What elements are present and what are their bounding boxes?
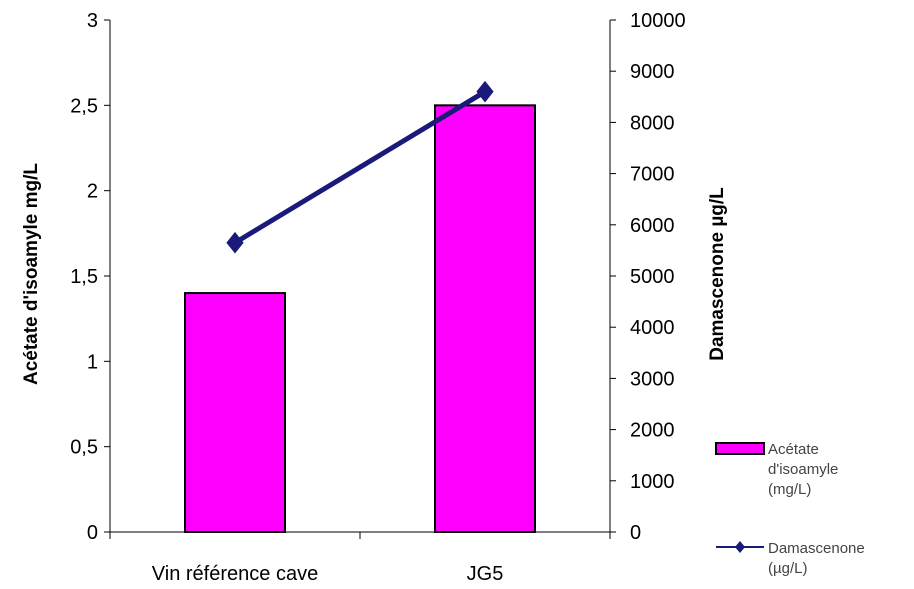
- legend-label-line: Damascenone: [768, 540, 865, 557]
- category-labels: Vin référence cave JG5: [152, 563, 504, 585]
- tick-labels: 0 0,5 1 1,5 2 2,5 3 0 1000 2000 3000 4000 5000 6000 70…: [70, 10, 685, 544]
- axes: [104, 19, 616, 539]
- y-tick-label: 2,5: [70, 95, 98, 117]
- legend: Acétate d'isoamyle (mg/L) Damascenone (µg/L): [715, 441, 865, 577]
- line-point-marker: [226, 231, 244, 254]
- y2-axis-title: Damascenone µg/L: [707, 187, 728, 361]
- line-series: [226, 80, 494, 254]
- y2-tick-label: 0: [630, 522, 641, 544]
- x-category-label: JG5: [467, 563, 504, 584]
- y2-tick-label: 8000: [630, 112, 675, 134]
- y2-tick-label: 3000: [630, 368, 675, 390]
- y2-tick-label: 5000: [630, 266, 675, 288]
- legend-label-line: (µg/L): [768, 560, 808, 577]
- y2-tick-label: 1000: [630, 471, 675, 493]
- y2-tick-label: 4000: [630, 317, 675, 339]
- damascenone-line: [233, 89, 487, 245]
- y-tick-label: 3: [87, 10, 98, 32]
- x-category-label: Vin référence cave: [152, 563, 318, 584]
- legend-swatch-bar: [715, 442, 765, 455]
- y2-tick-label: 7000: [630, 164, 675, 186]
- legend-label-line: d'isoamyle: [768, 461, 838, 478]
- y2-tick-label: 9000: [630, 61, 675, 83]
- y-tick-label: 0,5: [70, 437, 98, 459]
- y2-tick-label: 6000: [630, 215, 675, 237]
- y-tick-label: 0: [87, 522, 98, 544]
- legend-swatch-marker: [735, 541, 745, 553]
- y-axis-title: Acétate d'isoamyle mg/L: [21, 163, 42, 385]
- line-point-marker: [476, 80, 494, 103]
- y-tick-label: 1,5: [70, 266, 98, 288]
- legend-label-line: Acétate: [768, 441, 819, 458]
- axis-titles: Acétate d'isoamyle mg/L Damascenone µg/L: [21, 163, 728, 385]
- y-tick-label: 2: [87, 181, 98, 203]
- y2-tick-label: 2000: [630, 420, 675, 442]
- y2-tick-label: 10000: [630, 10, 686, 32]
- y-tick-label: 1: [87, 351, 98, 373]
- bars: [184, 104, 536, 534]
- legend-label-line: (mg/L): [768, 481, 811, 498]
- bar: [184, 292, 286, 534]
- bar: [434, 104, 536, 533]
